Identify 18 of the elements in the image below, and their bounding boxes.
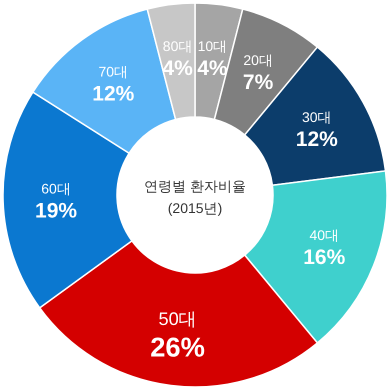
slice-label: 20대 [243, 52, 273, 68]
text: 연령별 환자비율 [144, 178, 246, 194]
data-label: 12% [92, 82, 135, 106]
slice-label: 30대 [302, 109, 332, 126]
text: (2015년) [168, 200, 222, 216]
slice-label: 60대 [41, 180, 71, 196]
data-label: 4% [197, 57, 228, 80]
data-label: 12% [296, 128, 338, 152]
data-label: 16% [303, 246, 346, 270]
data-label: 7% [242, 71, 274, 94]
slice-label: 80대 [162, 38, 192, 54]
slice-label: 70대 [98, 64, 128, 80]
slice-label: 40대 [309, 227, 340, 244]
slice-label: 50대 [158, 309, 197, 330]
slice-label: 10대 [198, 38, 228, 54]
data-label: 19% [35, 199, 78, 222]
data-label: 26% [150, 331, 205, 362]
data-label: 4% [162, 57, 194, 80]
